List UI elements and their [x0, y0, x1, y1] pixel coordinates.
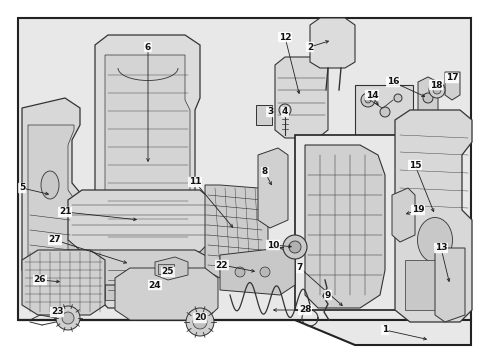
Polygon shape [394, 110, 471, 322]
Text: 25: 25 [162, 267, 174, 276]
Polygon shape [274, 57, 327, 138]
Polygon shape [22, 250, 105, 315]
Text: 19: 19 [411, 206, 424, 215]
Polygon shape [305, 145, 384, 308]
Text: 6: 6 [144, 42, 151, 51]
Polygon shape [115, 268, 218, 320]
Text: 12: 12 [278, 32, 291, 41]
Circle shape [260, 267, 269, 277]
Circle shape [364, 97, 370, 103]
Circle shape [422, 93, 432, 103]
Text: 21: 21 [59, 207, 71, 216]
Text: 23: 23 [51, 307, 63, 316]
Text: 1: 1 [381, 325, 387, 334]
Polygon shape [309, 18, 354, 68]
Text: 17: 17 [445, 73, 457, 82]
Polygon shape [28, 125, 75, 275]
Circle shape [393, 94, 401, 102]
Text: 27: 27 [49, 235, 61, 244]
Text: 28: 28 [298, 306, 311, 315]
Polygon shape [204, 185, 267, 278]
Circle shape [282, 107, 287, 113]
Text: 2: 2 [306, 42, 312, 51]
Polygon shape [404, 260, 459, 310]
Polygon shape [105, 260, 184, 300]
Circle shape [56, 306, 80, 330]
Text: 5: 5 [19, 184, 25, 193]
Ellipse shape [41, 171, 59, 199]
Polygon shape [220, 248, 294, 295]
Polygon shape [68, 190, 212, 252]
Bar [18, 18, 470, 320]
Text: 8: 8 [262, 167, 267, 176]
Polygon shape [434, 248, 464, 322]
Circle shape [283, 235, 306, 259]
Circle shape [193, 315, 206, 329]
Circle shape [428, 82, 444, 98]
Text: 24: 24 [148, 280, 161, 289]
Text: 22: 22 [215, 261, 228, 270]
Circle shape [379, 107, 389, 117]
Circle shape [360, 93, 374, 107]
Text: 26: 26 [34, 275, 46, 284]
Polygon shape [256, 105, 271, 125]
Polygon shape [95, 35, 200, 308]
Circle shape [432, 86, 440, 94]
Text: 3: 3 [266, 108, 273, 117]
Polygon shape [391, 188, 414, 242]
Circle shape [279, 104, 290, 116]
Bar [354, 85, 412, 140]
Bar [158, 264, 174, 274]
Text: 7: 7 [296, 264, 303, 273]
Polygon shape [68, 240, 212, 265]
Polygon shape [417, 77, 437, 120]
Text: 14: 14 [365, 90, 378, 99]
Polygon shape [444, 72, 459, 100]
Text: 11: 11 [188, 177, 201, 186]
Text: 9: 9 [324, 291, 330, 300]
Polygon shape [18, 320, 470, 345]
Circle shape [288, 241, 301, 253]
Circle shape [235, 267, 244, 277]
Text: 4: 4 [281, 108, 287, 117]
Text: 15: 15 [408, 161, 420, 170]
Ellipse shape [417, 217, 451, 262]
Text: 10: 10 [266, 240, 279, 249]
Circle shape [62, 312, 74, 324]
Polygon shape [105, 55, 190, 250]
Circle shape [185, 308, 214, 336]
Text: 13: 13 [434, 243, 447, 252]
Text: 16: 16 [386, 77, 398, 86]
Polygon shape [22, 98, 82, 285]
Text: 20: 20 [193, 314, 206, 323]
Polygon shape [155, 257, 187, 280]
Text: 18: 18 [429, 81, 441, 90]
Bar [294, 135, 429, 310]
Polygon shape [258, 148, 287, 228]
Polygon shape [55, 250, 209, 285]
